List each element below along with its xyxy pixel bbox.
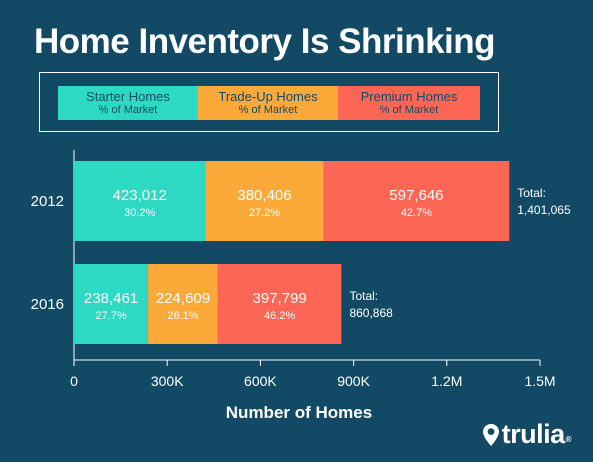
bar-segment — [217, 264, 342, 344]
bar-percent-label: 27.7% — [95, 310, 126, 322]
bar-total-label: Total: — [517, 186, 546, 200]
y-category-label: 2016 — [31, 296, 64, 313]
legend-item-trade-up-homes: Trade-Up Homes % of Market — [198, 86, 338, 120]
bar-segment — [205, 161, 324, 241]
bar-value-label: 597,646 — [389, 187, 443, 204]
registered-mark: ® — [565, 435, 572, 444]
x-tick-label: 1.5M — [524, 373, 555, 389]
bar-segment — [148, 264, 218, 344]
bar-value-label: 238,461 — [84, 290, 138, 307]
bar-total-value: 860,868 — [349, 306, 393, 320]
legend-label: Premium Homes — [360, 89, 458, 104]
bar-percent-label: 30.2% — [124, 207, 155, 219]
bar-total-label: Total: — [349, 289, 378, 303]
bar-segment — [323, 161, 510, 241]
legend-label: Trade-Up Homes — [218, 89, 318, 104]
legend-item-premium-homes: Premium Homes % of Market — [338, 86, 480, 120]
location-pin-icon — [482, 423, 499, 446]
x-tick-label: 900K — [337, 373, 370, 389]
trulia-logo: trulia ® — [482, 419, 572, 450]
bar-total-value: 1,401,065 — [517, 203, 571, 217]
bar-percent-label: 42.7% — [401, 207, 432, 219]
bar-segment — [74, 161, 206, 241]
brand-name: trulia — [501, 419, 566, 449]
bar-segment — [74, 264, 149, 344]
x-tick-label: 1.2M — [431, 373, 462, 389]
x-axis-title: Number of Homes — [226, 403, 372, 422]
legend-item-starter-homes: Starter Homes % of Market — [58, 86, 198, 120]
y-category-label: 2012 — [31, 193, 64, 210]
bar-value-label: 224,609 — [156, 290, 210, 307]
x-tick-label: 600K — [244, 373, 277, 389]
legend-sublabel: % of Market — [98, 104, 158, 116]
bar-value-label: 397,799 — [253, 290, 307, 307]
x-tick-label: 300K — [151, 373, 184, 389]
bar-value-label: 423,012 — [113, 187, 167, 204]
chart-title: Home Inventory Is Shrinking — [34, 22, 496, 61]
bar-percent-label: 26.1% — [167, 310, 198, 322]
legend: Starter Homes % of Market Trade-Up Homes… — [39, 72, 499, 132]
legend-sublabel: % of Market — [379, 104, 439, 116]
x-tick-label: 0 — [70, 373, 78, 389]
bar-percent-label: 46.2% — [264, 310, 295, 322]
legend-sublabel: % of Market — [238, 104, 298, 116]
bar-value-label: 380,406 — [237, 187, 291, 204]
bar-percent-label: 27.2% — [249, 207, 280, 219]
legend-label: Starter Homes — [86, 89, 170, 104]
